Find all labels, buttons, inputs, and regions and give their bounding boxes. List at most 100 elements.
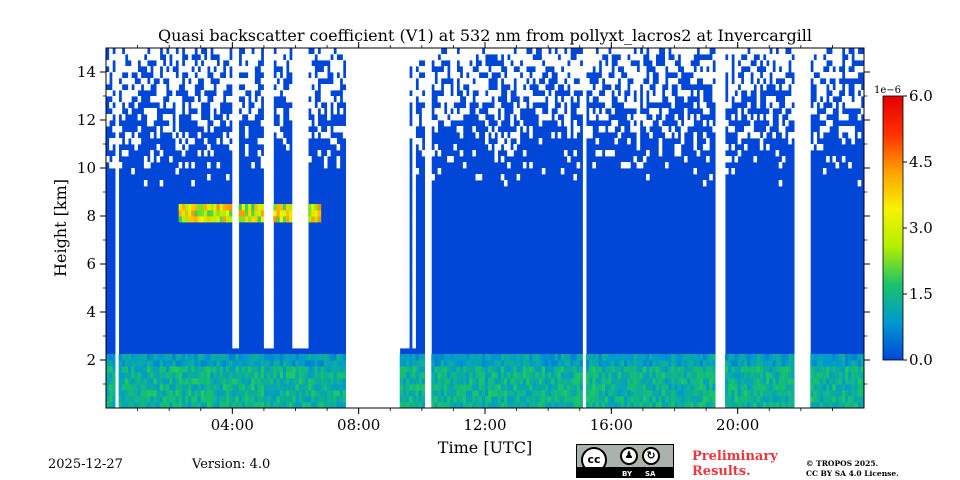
- heatmap-cell: [551, 102, 555, 109]
- heatmap-cell: [447, 156, 451, 163]
- heatmap-cell: [203, 60, 208, 67]
- heatmap-cell: [421, 384, 426, 391]
- heatmap-cell: [570, 378, 574, 385]
- heatmap-cell: [399, 174, 404, 181]
- heatmap-cell: [440, 96, 445, 103]
- heatmap-cell: [304, 66, 309, 73]
- heatmap-cell: [257, 96, 262, 103]
- heatmap-cell: [374, 66, 379, 73]
- heatmap-cell: [295, 72, 300, 79]
- heatmap-cell: [364, 120, 369, 127]
- heatmap-cell: [304, 96, 309, 103]
- heatmap-cell: [371, 294, 375, 301]
- heatmap-cell: [652, 60, 656, 67]
- heatmap-cell: [380, 102, 385, 109]
- heatmap-cell: [295, 168, 300, 175]
- heatmap-cell: [301, 366, 306, 373]
- heatmap-cell: [311, 384, 315, 391]
- heatmap-cell: [494, 108, 499, 115]
- heatmap-cell: [289, 108, 293, 115]
- heatmap-cell: [267, 246, 271, 253]
- heatmap-cell: [124, 360, 129, 367]
- heatmap-cell: [582, 252, 587, 259]
- heatmap-cell: [346, 312, 350, 319]
- heatmap-cell: [377, 162, 382, 169]
- heatmap-cell: [563, 150, 568, 157]
- heatmap-cell: [582, 120, 587, 127]
- heatmap-cell: [402, 384, 407, 391]
- heatmap-cell: [661, 378, 666, 385]
- heatmap-cell: [380, 288, 385, 295]
- heatmap-cell: [478, 372, 483, 379]
- heatmap-cell: [696, 114, 701, 121]
- heatmap-cell: [570, 396, 574, 403]
- heatmap-cell: [576, 384, 581, 391]
- heatmap-cell: [292, 252, 296, 259]
- heatmap-cell: [380, 48, 385, 55]
- heatmap-cell: [232, 354, 236, 361]
- heatmap-cell: [207, 378, 211, 385]
- heatmap-cell: [235, 246, 240, 253]
- heatmap-cell: [671, 378, 675, 385]
- heatmap-cell: [412, 366, 416, 373]
- heatmap-cell: [573, 372, 577, 379]
- heatmap-cell: [219, 84, 224, 91]
- heatmap-cell: [529, 390, 533, 397]
- heatmap-cell: [712, 54, 716, 61]
- heatmap-cell: [298, 108, 303, 115]
- heatmap-cell: [263, 126, 268, 133]
- heatmap-cell: [526, 54, 530, 61]
- heatmap-cell: [589, 114, 593, 121]
- heatmap-cell: [497, 396, 502, 403]
- heatmap-cell: [244, 390, 249, 397]
- heatmap-cell: [320, 108, 325, 115]
- heatmap-cell: [627, 138, 631, 145]
- heatmap-cell: [538, 354, 543, 361]
- heatmap-cell: [529, 372, 533, 379]
- heatmap-cell: [301, 150, 306, 157]
- heatmap-cell: [380, 138, 385, 145]
- heatmap-cell: [406, 204, 410, 211]
- heatmap-cell: [279, 108, 284, 115]
- heatmap-cell: [279, 402, 284, 409]
- heatmap-cell: [462, 54, 467, 61]
- heatmap-cell: [393, 384, 397, 391]
- heatmap-cell: [718, 282, 723, 289]
- heatmap-cell: [665, 366, 669, 373]
- heatmap-cell: [582, 222, 587, 229]
- heatmap-cell: [396, 378, 401, 385]
- heatmap-cell: [630, 84, 634, 91]
- heatmap-cell: [393, 162, 397, 169]
- heatmap-cell: [112, 372, 116, 379]
- heatmap-cell: [582, 54, 587, 61]
- heatmap-cell: [327, 372, 331, 379]
- heatmap-cell: [323, 360, 328, 367]
- heatmap-cell: [519, 390, 524, 397]
- heatmap-cell: [115, 72, 120, 79]
- heatmap-cell: [712, 96, 716, 103]
- heatmap-cell: [267, 132, 271, 139]
- heatmap-cell: [371, 396, 375, 403]
- heatmap-cell: [311, 372, 315, 379]
- heatmap-cell: [655, 48, 660, 55]
- heatmap-cell: [361, 192, 366, 199]
- heatmap-cell: [257, 54, 262, 61]
- heatmap-cell: [235, 264, 240, 271]
- heatmap-cell: [592, 90, 596, 97]
- heatmap-cell: [339, 72, 344, 79]
- heatmap-cell: [323, 48, 328, 55]
- heatmap-cell: [503, 384, 508, 391]
- heatmap-cell: [387, 150, 391, 157]
- heatmap-cell: [541, 96, 546, 103]
- heatmap-cell: [295, 108, 300, 115]
- heatmap-cell: [639, 390, 644, 397]
- heatmap-cell: [147, 108, 151, 115]
- heatmap-cell: [352, 300, 356, 307]
- heatmap-cell: [188, 48, 192, 55]
- heatmap-cell: [333, 366, 337, 373]
- heatmap-cell: [396, 354, 401, 361]
- heatmap-cell: [270, 390, 274, 397]
- heatmap-cell: [680, 390, 685, 397]
- heatmap-cell: [349, 204, 353, 211]
- heatmap-cell: [257, 48, 262, 55]
